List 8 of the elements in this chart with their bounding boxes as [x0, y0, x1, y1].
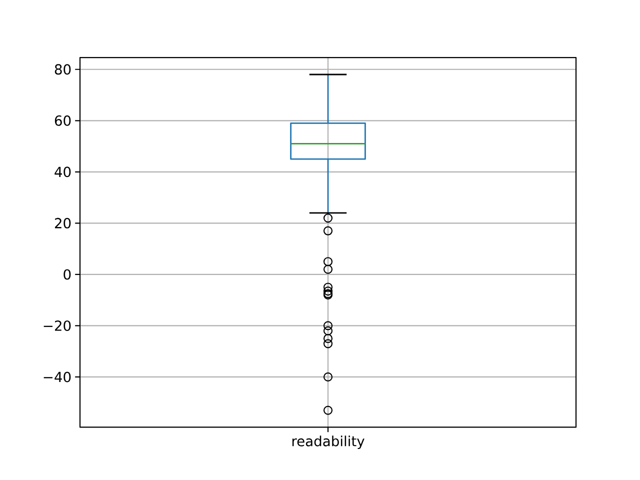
y-tick-label: −20 — [44, 320, 71, 331]
y-tick-label: −40 — [44, 372, 71, 382]
x-tick-label: readability — [292, 436, 364, 450]
y-tick-label: 80 — [54, 64, 71, 75]
y-tick-label: 0 — [64, 269, 71, 280]
y-tick-label: 20 — [54, 218, 71, 228]
y-tick-label: 40 — [54, 166, 71, 178]
y-tick-label: 60 — [54, 115, 71, 126]
